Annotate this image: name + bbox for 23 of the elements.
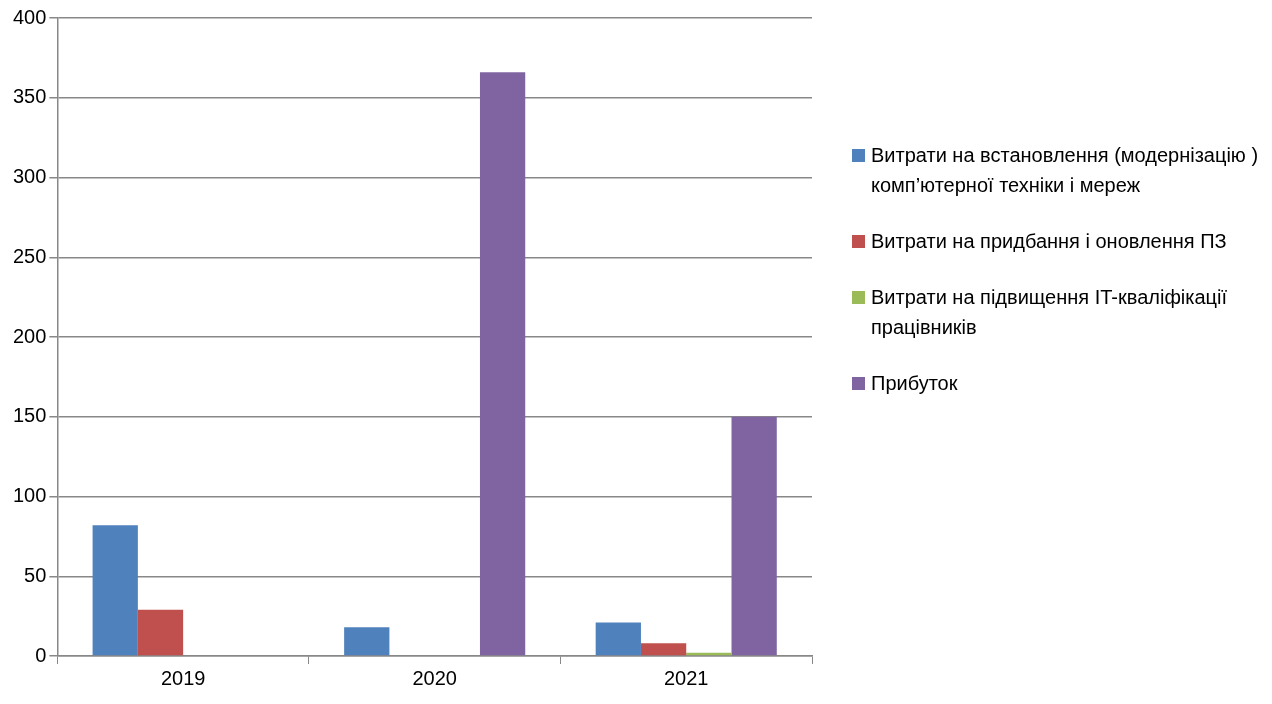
y-tick-label: 50 [24,563,47,586]
legend-label: Прибуток [871,371,958,396]
x-tick-label: 2019 [160,666,206,689]
y-tick-label: 400 [12,5,47,28]
bar [640,643,687,656]
y-tick-label: 300 [12,165,47,188]
x-tick-label: 2020 [412,666,457,689]
legend-label: Витрати на підвищення IT-кваліфікації працівників [871,285,1229,340]
y-tick-label: 100 [12,484,47,507]
bar [479,72,526,656]
bar [731,416,777,656]
y-tick-label: 250 [12,244,47,267]
legend-label: Витрати на придбання і оновлення ПЗ [871,229,1227,254]
y-tick-label: 150 [12,404,47,427]
y-tick-label: 350 [12,85,47,108]
y-tick-label: 0 [35,643,47,666]
bar [137,609,184,656]
y-tick-label: 200 [12,324,47,347]
bar [92,525,138,656]
legend-label: Витрати на встановлення (модернізацію ) комп’ютерної техніки і мереж [871,143,1260,198]
x-tick-label: 2021 [663,666,709,689]
bar [595,622,641,656]
bar [344,627,390,656]
